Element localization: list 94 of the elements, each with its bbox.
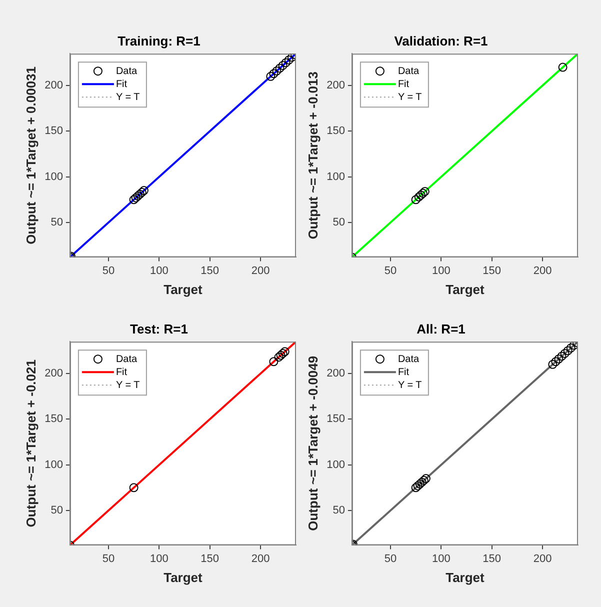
point — [421, 474, 430, 484]
point — [266, 72, 276, 81]
point — [418, 188, 428, 198]
point — [415, 480, 424, 489]
legend-label: Data — [398, 354, 420, 365]
y-tick-label: 150 — [326, 125, 345, 138]
y-tick-label: 50 — [50, 216, 63, 229]
x-tick-label: 150 — [482, 264, 502, 277]
point — [269, 357, 278, 366]
legend-label: Fit — [116, 366, 128, 378]
y-tick-label: 100 — [326, 170, 345, 183]
point — [278, 348, 288, 358]
legend-label: Fit — [398, 78, 410, 90]
legend-label: Data — [116, 354, 138, 365]
point — [411, 195, 420, 204]
point — [137, 188, 146, 197]
x-tick-label: 100 — [150, 552, 168, 565]
point — [272, 66, 282, 76]
y-tick-label: 100 — [44, 170, 63, 183]
point — [275, 64, 284, 73]
point — [278, 60, 288, 70]
point — [554, 354, 564, 364]
x-tick-label: 150 — [200, 264, 220, 277]
point — [416, 190, 426, 200]
point — [139, 186, 148, 196]
y-axis-title: Output ~= 1*Target + -0.013 — [305, 72, 320, 240]
x-tick-label: 150 — [200, 552, 220, 565]
point — [411, 483, 420, 492]
point — [284, 55, 294, 64]
legend-label: Data — [398, 66, 420, 77]
y-axis-title: Output ~= 1*Target + 0.00031 — [23, 66, 38, 244]
legend-label: Fit — [116, 78, 128, 90]
point — [563, 346, 572, 356]
point — [274, 352, 284, 362]
y-tick-label: 200 — [326, 368, 345, 380]
y-axis-title: Output ~= 1*Target + -0.021 — [23, 360, 38, 528]
y-tick-label: 150 — [44, 125, 63, 138]
y-tick-label: 200 — [326, 80, 345, 92]
chart-title: Validation: R=1 — [394, 33, 488, 48]
point — [276, 350, 286, 360]
point — [413, 481, 422, 490]
legend-label: Fit — [398, 366, 410, 378]
y-tick-label: 150 — [326, 413, 345, 426]
x-axis-title: Target — [164, 282, 204, 297]
x-axis-title: Target — [446, 570, 486, 585]
point — [269, 69, 278, 78]
legend-label: Y = T — [116, 380, 140, 391]
x-tick-label: 200 — [251, 264, 270, 277]
x-tick-label: 150 — [482, 552, 502, 565]
point — [558, 62, 568, 72]
y-tick-label: 50 — [332, 504, 345, 517]
chart-title: All: R=1 — [416, 321, 466, 336]
x-tick-label: 50 — [102, 552, 115, 565]
point — [281, 58, 290, 68]
x-axis-title: Target — [446, 282, 486, 297]
y-tick-label: 200 — [44, 80, 63, 92]
legend-label: Y = T — [398, 380, 422, 391]
x-tick-label: 100 — [150, 264, 168, 277]
point — [131, 193, 140, 202]
point — [420, 186, 430, 196]
y-tick-label: 50 — [332, 216, 345, 229]
point — [129, 483, 138, 492]
point — [414, 192, 424, 202]
point — [129, 195, 138, 204]
x-tick-label: 50 — [384, 552, 397, 565]
point — [280, 347, 290, 356]
y-axis-title: Output ~= 1*Target + -0.0049 — [305, 356, 320, 531]
point — [560, 348, 570, 358]
y-tick-label: 200 — [44, 368, 63, 380]
legend-label: Y = T — [398, 92, 422, 103]
chart-title: Training: R=1 — [118, 33, 200, 48]
y-tick-label: 50 — [50, 504, 63, 517]
point — [551, 357, 560, 366]
point — [417, 478, 426, 487]
legend-label: Y = T — [116, 92, 140, 103]
y-tick-label: 100 — [44, 458, 63, 471]
point — [133, 192, 142, 201]
x-tick-label: 200 — [533, 264, 552, 277]
y-tick-label: 100 — [326, 458, 345, 471]
x-tick-label: 100 — [432, 552, 450, 565]
point — [419, 476, 428, 485]
x-axis-title: Target — [164, 570, 204, 585]
x-tick-label: 50 — [102, 264, 115, 277]
x-tick-label: 200 — [533, 552, 552, 565]
x-tick-label: 200 — [251, 552, 270, 565]
point — [566, 343, 576, 352]
x-tick-label: 50 — [384, 264, 397, 277]
legend-label: Data — [116, 66, 138, 77]
x-tick-label: 100 — [432, 264, 450, 277]
point — [557, 352, 566, 361]
point — [548, 360, 558, 369]
y-tick-label: 150 — [44, 413, 63, 426]
point — [135, 190, 144, 199]
chart-title: Test: R=1 — [130, 321, 188, 336]
